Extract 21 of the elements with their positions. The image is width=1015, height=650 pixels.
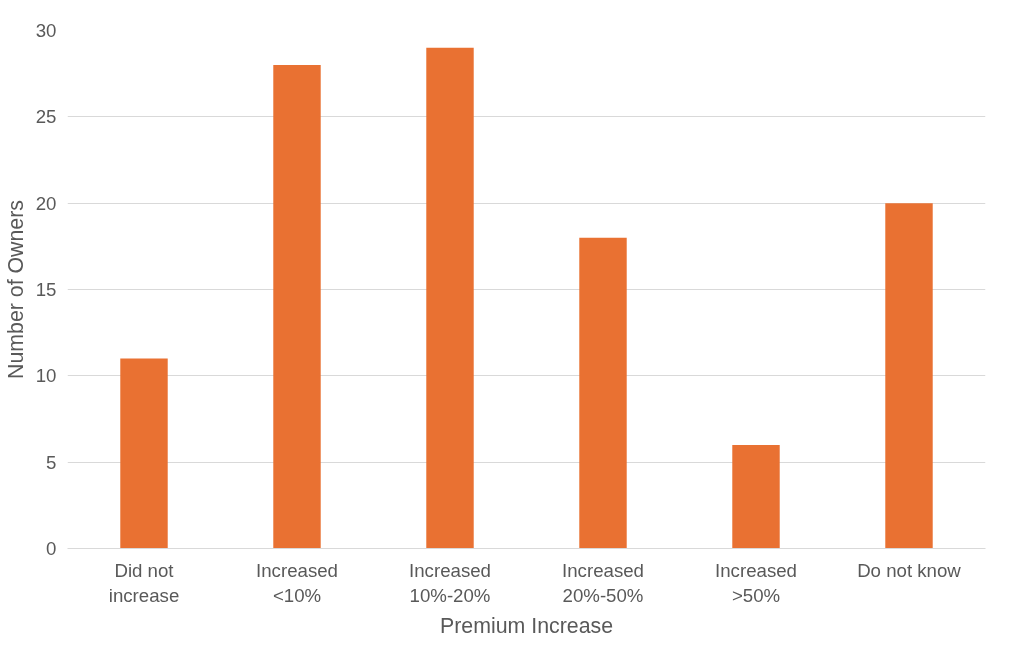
x-tick-label: Do not know [857,559,962,581]
x-tick-label: Did not increase [108,559,180,606]
x-tick-label: Increased >50% [715,559,797,606]
y-tick-label: 20 [35,192,57,214]
bar [579,237,627,549]
y-tick-label: 5 [46,451,57,473]
y-tick-label: 30 [35,20,57,41]
bar [426,47,474,549]
bar [120,358,168,549]
bar [732,444,780,549]
y-tick-label: 15 [35,279,57,300]
x-axis-title: Premium Increase [439,613,614,638]
bar [273,65,321,549]
x-tick-label: Increased 20%-50% [562,559,644,606]
y-axis-title: Number of Owners [3,200,28,379]
y-tick-label: 0 [46,538,57,559]
bar [885,203,933,549]
x-tick-label: Increased 10%-20% [409,559,491,606]
y-tick-label: 10 [35,365,57,387]
x-tick-label: Increased <10% [256,559,338,606]
y-tick-label: 25 [35,106,57,128]
